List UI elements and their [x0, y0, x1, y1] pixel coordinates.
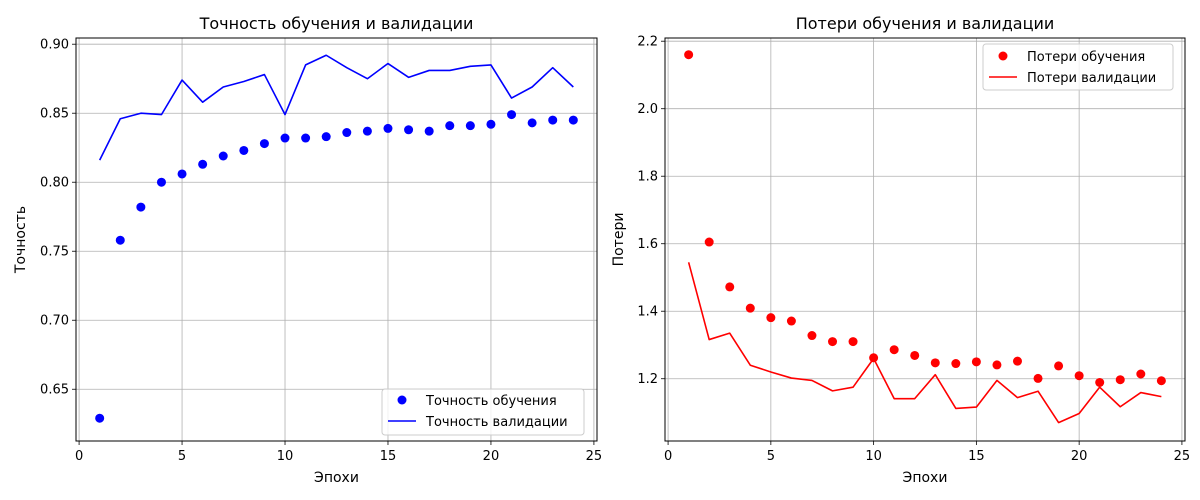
loss-legend-label-train: Потери обучения — [1027, 50, 1145, 65]
loss-point-train — [930, 358, 940, 368]
accuracy-point-train — [424, 126, 434, 136]
loss-point-train — [725, 282, 735, 292]
loss-point-train — [1136, 369, 1146, 379]
loss-point-train — [786, 316, 796, 326]
loss-legend-box — [982, 43, 1174, 91]
accuracy-ticks: 0 5 10 15 20 25 0.65 0.70 0.75 0.80 0.85 0.90 — [40, 38, 602, 464]
accuracy-point-train — [136, 202, 146, 212]
accuracy-y-tick-label: 0.80 — [40, 176, 69, 191]
accuracy-point-train — [177, 169, 187, 179]
accuracy-x-tick-label: 20 — [483, 449, 500, 464]
loss-legend-marker-train — [998, 51, 1008, 61]
loss-point-train — [745, 303, 755, 313]
accuracy-legend-label-train: Точность обучения — [425, 394, 557, 409]
accuracy-chart: 0 5 10 15 20 25 0.65 0.70 0.75 0.80 0.85 0.90 Точно… — [13, 14, 602, 486]
accuracy-point-train — [548, 115, 558, 125]
accuracy-point-train — [259, 139, 269, 149]
loss-y-tick-label: 1.8 — [637, 170, 658, 185]
accuracy-legend: Точность обучения Точность валидации — [381, 388, 585, 436]
loss-point-train — [807, 331, 817, 341]
accuracy-marks — [95, 54, 578, 423]
accuracy-x-tick-label: 10 — [277, 449, 294, 464]
accuracy-y-tick-label: 0.70 — [40, 314, 69, 329]
loss-marks — [684, 50, 1166, 424]
loss-legend: Потери обучения Потери валидации — [982, 43, 1174, 91]
accuracy-x-tick-label: 0 — [75, 449, 83, 464]
accuracy-y-axis-label: Точность — [13, 206, 29, 274]
loss-x-axis-label: Эпохи — [903, 470, 948, 486]
accuracy-point-train — [527, 118, 537, 128]
loss-x-tick-label: 5 — [767, 449, 775, 464]
loss-point-train — [684, 50, 694, 60]
loss-point-train — [828, 337, 838, 347]
loss-point-train — [1156, 376, 1166, 386]
accuracy-point-train — [280, 133, 290, 143]
loss-x-tick-label: 25 — [1174, 449, 1191, 464]
accuracy-point-train — [404, 125, 414, 135]
accuracy-plot-frame — [75, 37, 598, 442]
loss-point-train — [1012, 356, 1022, 366]
loss-point-train — [889, 345, 899, 355]
accuracy-y-tick-label: 0.90 — [40, 38, 69, 53]
accuracy-x-tick-label: 15 — [380, 449, 397, 464]
loss-x-tick-label: 15 — [968, 449, 985, 464]
loss-point-train — [1115, 375, 1125, 385]
loss-x-tick-label: 0 — [664, 449, 672, 464]
accuracy-point-train — [445, 121, 455, 131]
accuracy-legend-marker-train — [397, 395, 407, 405]
loss-point-train — [766, 313, 776, 323]
loss-point-train — [848, 337, 858, 347]
loss-y-tick-label: 1.2 — [637, 372, 658, 387]
accuracy-y-tick-label: 0.75 — [40, 245, 69, 260]
accuracy-legend-box — [381, 388, 585, 436]
loss-point-train — [1033, 373, 1043, 383]
loss-y-tick-label: 1.4 — [637, 305, 658, 320]
loss-point-train — [971, 357, 981, 367]
loss-point-train — [704, 237, 714, 247]
loss-point-train — [1074, 371, 1084, 381]
loss-y-tick-label: 1.6 — [637, 237, 658, 252]
loss-y-axis-label: Потери — [611, 213, 627, 267]
loss-x-tick-label: 10 — [865, 449, 882, 464]
accuracy-point-train — [301, 133, 311, 143]
accuracy-point-train — [156, 177, 166, 187]
accuracy-point-train — [115, 235, 125, 245]
loss-series-line-val — [687, 262, 1162, 424]
accuracy-y-tick-label: 0.85 — [40, 107, 69, 122]
loss-point-train — [951, 359, 961, 369]
loss-point-train — [992, 360, 1002, 370]
loss-point-train — [1095, 377, 1105, 387]
accuracy-x-axis-label: Эпохи — [314, 470, 359, 486]
loss-x-tick-label: 20 — [1071, 449, 1088, 464]
accuracy-point-train — [321, 132, 331, 142]
accuracy-point-train — [218, 151, 228, 161]
loss-chart-title: Потери обучения и валидации — [796, 14, 1055, 33]
accuracy-point-train — [486, 119, 496, 129]
loss-plot-frame — [664, 37, 1186, 442]
accuracy-point-train — [239, 145, 249, 155]
loss-point-train — [1054, 361, 1064, 371]
accuracy-point-train — [383, 123, 393, 133]
loss-ticks: 0 5 10 15 20 25 1.2 1.4 1.6 1.8 2.0 2.2 — [637, 35, 1190, 464]
loss-legend-label-val: Потери валидации — [1027, 71, 1156, 86]
loss-y-tick-label: 2.2 — [637, 35, 658, 50]
loss-chart: 0 5 10 15 20 25 1.2 1.4 1.6 1.8 2.0 2.2 Потери обуч… — [611, 14, 1190, 486]
loss-point-train — [910, 350, 920, 360]
accuracy-point-train — [465, 121, 475, 131]
accuracy-point-train — [198, 159, 208, 169]
accuracy-point-train — [507, 110, 517, 120]
loss-grid — [665, 38, 1185, 441]
accuracy-point-train — [342, 128, 352, 138]
accuracy-x-tick-label: 25 — [586, 449, 603, 464]
accuracy-chart-title: Точность обучения и валидации — [199, 14, 474, 33]
accuracy-point-train — [362, 126, 372, 136]
accuracy-point-train — [568, 115, 578, 125]
accuracy-point-train — [95, 413, 105, 423]
accuracy-y-tick-label: 0.65 — [40, 383, 69, 398]
accuracy-legend-label-val: Точность валидации — [425, 415, 568, 430]
loss-y-tick-label: 2.0 — [637, 102, 658, 117]
accuracy-series-line-val — [98, 54, 574, 161]
accuracy-x-tick-label: 5 — [178, 449, 186, 464]
